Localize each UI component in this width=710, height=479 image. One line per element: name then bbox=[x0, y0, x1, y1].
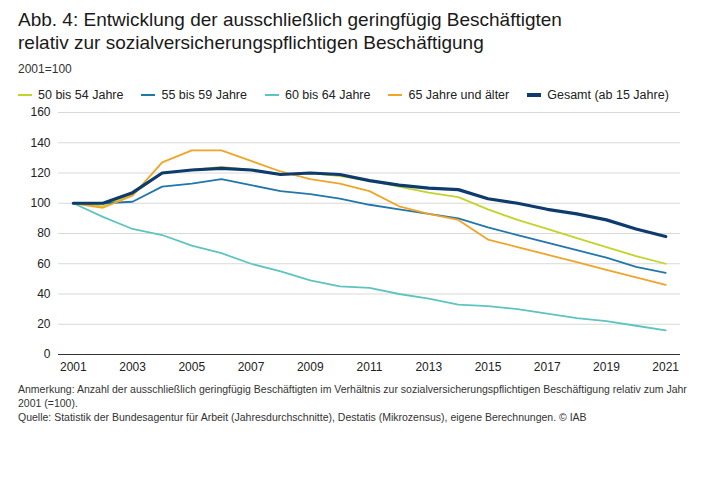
svg-text:2001: 2001 bbox=[60, 360, 87, 374]
svg-text:2005: 2005 bbox=[178, 360, 205, 374]
svg-text:2003: 2003 bbox=[119, 360, 146, 374]
html-text:65 Jahre und älter: 65 Jahre und älter bbox=[408, 88, 510, 102]
html-text:Anmerkung: Anzahl der ausschli: Anmerkung: Anzahl der ausschließlich ger… bbox=[18, 383, 687, 409]
html-text:Abb. 4: Entwicklung der aussch: Abb. 4: Entwicklung der ausschließlich g… bbox=[18, 9, 562, 53]
svg-text:2007: 2007 bbox=[238, 360, 265, 374]
svg-text:160: 160 bbox=[30, 105, 50, 119]
svg-text:2013: 2013 bbox=[415, 360, 442, 374]
html-text:Quelle: Statistik der Bundesag: Quelle: Statistik der Bundesagentur für … bbox=[18, 411, 587, 423]
svg-text:0: 0 bbox=[44, 347, 51, 361]
svg-text:120: 120 bbox=[30, 166, 50, 180]
svg-text:2015: 2015 bbox=[475, 360, 502, 374]
html-text:2001=100: 2001=100 bbox=[18, 62, 72, 76]
svg-text:100: 100 bbox=[30, 196, 50, 210]
html-text:60 bis 64 Jahre: 60 bis 64 Jahre bbox=[285, 88, 371, 102]
svg-text:80: 80 bbox=[37, 226, 51, 240]
svg-text:2009: 2009 bbox=[297, 360, 324, 374]
html-text:55 bis 59 Jahre: 55 bis 59 Jahre bbox=[161, 88, 247, 102]
svg-text:40: 40 bbox=[37, 287, 51, 301]
svg-text:20: 20 bbox=[37, 317, 51, 331]
svg-text:140: 140 bbox=[30, 136, 50, 150]
svg-text:2019: 2019 bbox=[593, 360, 620, 374]
html-text:Gesamt (ab 15 Jahre): Gesamt (ab 15 Jahre) bbox=[547, 88, 669, 102]
html-text:50 bis 54 Jahre: 50 bis 54 Jahre bbox=[38, 88, 124, 102]
svg-text:60: 60 bbox=[37, 257, 51, 271]
svg-text:2021: 2021 bbox=[652, 360, 679, 374]
svg-text:2011: 2011 bbox=[357, 360, 383, 374]
svg-text:2017: 2017 bbox=[534, 360, 561, 374]
